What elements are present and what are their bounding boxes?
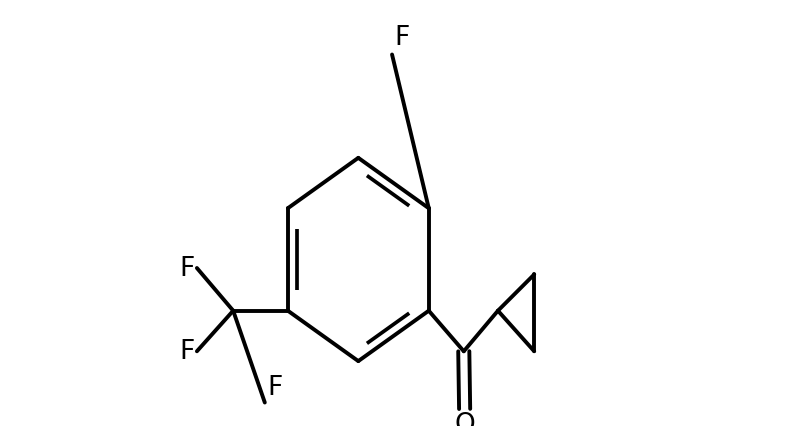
Text: F: F — [267, 374, 282, 400]
Text: F: F — [179, 256, 195, 281]
Text: F: F — [179, 339, 195, 364]
Text: F: F — [394, 25, 410, 51]
Text: O: O — [454, 411, 475, 426]
